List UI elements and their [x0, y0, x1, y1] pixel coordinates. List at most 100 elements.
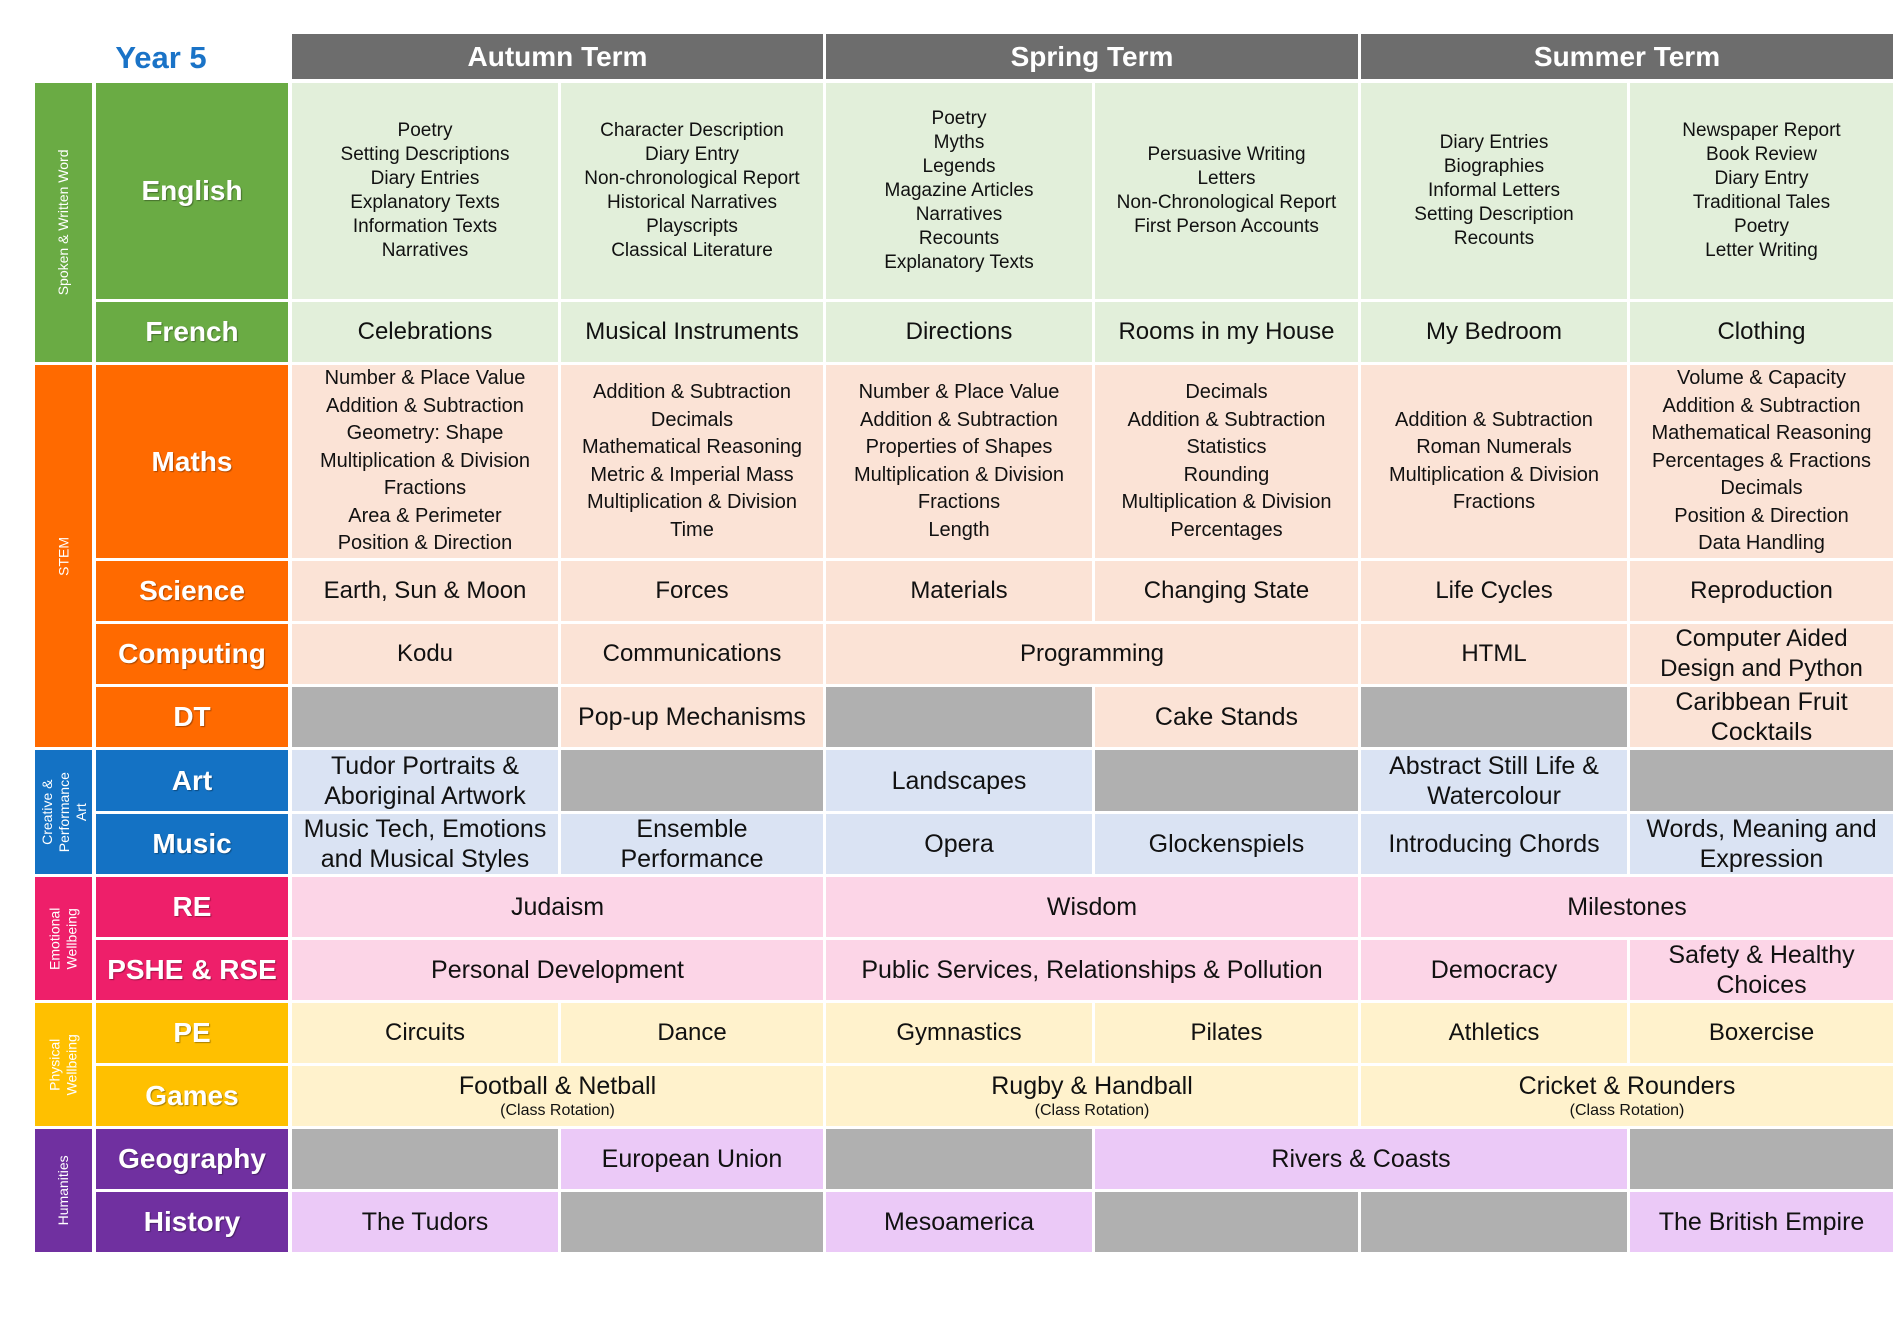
- topic-text: Diary Entries Biographies Informal Lette…: [1414, 132, 1574, 249]
- empty-cell: [826, 1129, 1092, 1189]
- topic-text: Poetry Myths Legends Magazine Articles N…: [884, 108, 1034, 273]
- group-label: Humanities: [55, 1155, 72, 1226]
- term-header-autumn-term: Autumn Term: [292, 34, 823, 79]
- term-header-spring-term: Spring Term: [826, 34, 1358, 79]
- group-label: Emotional Wellbeing: [46, 907, 80, 970]
- topic-text: Boxercise: [1708, 1019, 1815, 1046]
- subject-pshe-and-rse: PSHE & RSE: [96, 940, 288, 1000]
- group-label: Creative & Performance Art: [38, 771, 88, 853]
- french-topic-cell: My Bedroom: [1361, 302, 1627, 362]
- topic-text: Landscapes: [891, 766, 1027, 795]
- topic-text: Changing State: [1143, 577, 1310, 604]
- term-header-label: Spring Term: [1010, 40, 1174, 72]
- empty-cell: [561, 1192, 823, 1252]
- english-topic-cell: Persuasive Writing Letters Non-Chronolog…: [1095, 83, 1358, 299]
- topic-text: Music Tech, Emotions and Musical Styles: [303, 815, 547, 873]
- computing-topic-cell: HTML: [1361, 624, 1627, 684]
- topic-text: Rivers & Coasts: [1271, 1145, 1451, 1173]
- empty-cell: [292, 687, 558, 747]
- science-topic-cell: Forces: [561, 561, 823, 621]
- topic-text: Athletics: [1448, 1019, 1540, 1046]
- topic-text: Introducing Chords: [1388, 830, 1600, 858]
- topic-text: Caribbean Fruit Cocktails: [1675, 688, 1848, 746]
- subject-label: Computing: [118, 638, 266, 669]
- topic-text: Decimals Addition & Subtraction Statisti…: [1121, 381, 1332, 541]
- topic-text: Opera: [924, 830, 994, 858]
- pe-topic-cell: Boxercise: [1630, 1003, 1893, 1063]
- pe-topic-cell: Athletics: [1361, 1003, 1627, 1063]
- topic-text: Poetry Setting Descriptions Diary Entrie…: [340, 120, 510, 261]
- group-label: Physical Wellbeing: [46, 1033, 80, 1096]
- topic-text: Ensemble Performance: [620, 815, 764, 873]
- subject-pe: PE: [96, 1003, 288, 1063]
- computing-topic-cell: Communications: [561, 624, 823, 684]
- french-topic-cell: Directions: [826, 302, 1092, 362]
- re-topic-cell: Wisdom: [826, 877, 1358, 937]
- topic-text: Rugby & Handball: [991, 1071, 1193, 1100]
- empty-cell: [1095, 750, 1358, 811]
- topic-text: Directions: [905, 318, 1013, 345]
- topic-text: Newspaper Report Book Review Diary Entry…: [1682, 120, 1841, 261]
- subject-label: History: [143, 1206, 241, 1237]
- topic-text: Dance: [657, 1019, 727, 1046]
- topic-text: European Union: [601, 1145, 783, 1173]
- subject-label: Geography: [118, 1143, 266, 1174]
- topic-text: Democracy: [1430, 956, 1558, 984]
- pshe-and-rse-topic-cell: Safety & Healthy Choices: [1630, 940, 1893, 1000]
- topic-text: Reproduction: [1690, 577, 1833, 604]
- empty-cell: [561, 750, 823, 811]
- topic-text: Number & Place Value Addition & Subtract…: [319, 367, 531, 555]
- topic-note: (Class Rotation): [1034, 1101, 1150, 1119]
- group-band-creative-and-performance-art: Creative & Performance Art: [35, 750, 92, 874]
- maths-topic-cell: Addition & Subtraction Roman Numerals Mu…: [1361, 365, 1627, 558]
- computing-topic-cell: Computer Aided Design and Python: [1630, 624, 1893, 684]
- topic-text: Materials: [910, 577, 1008, 604]
- pshe-and-rse-topic-cell: Public Services, Relationships & Polluti…: [826, 940, 1358, 1000]
- topic-text: Mesoamerica: [883, 1208, 1035, 1236]
- group-label: Spoken & Written Word: [55, 149, 72, 296]
- topic-text: Life Cycles: [1435, 577, 1553, 604]
- science-topic-cell: Earth, Sun & Moon: [292, 561, 558, 621]
- topic-text: Public Services, Relationships & Polluti…: [861, 956, 1323, 984]
- year-title: Year 5: [115, 40, 207, 75]
- pshe-and-rse-topic-cell: Personal Development: [292, 940, 823, 1000]
- french-topic-cell: Musical Instruments: [561, 302, 823, 362]
- topic-text: Number & Place Value Addition & Subtract…: [853, 381, 1065, 541]
- maths-topic-cell: Number & Place Value Addition & Subtract…: [826, 365, 1092, 558]
- term-header-label: Autumn Term: [467, 40, 648, 72]
- subject-history: History: [96, 1192, 288, 1252]
- french-topic-cell: Clothing: [1630, 302, 1893, 362]
- music-topic-cell: Opera: [826, 814, 1092, 874]
- history-topic-cell: Mesoamerica: [826, 1192, 1092, 1252]
- subject-label: Maths: [151, 445, 233, 477]
- topic-text: Addition & Subtraction Decimals Mathemat…: [581, 381, 803, 541]
- games-topic-cell: Rugby & Handball (Class Rotation): [826, 1066, 1358, 1126]
- topic-text: Judaism: [510, 893, 605, 921]
- topic-text: Tudor Portraits & Aboriginal Artwork: [324, 751, 526, 810]
- topic-text: Cake Stands: [1154, 703, 1299, 731]
- group-label: STEM: [55, 536, 72, 576]
- art-topic-cell: Abstract Still Life & Watercolour: [1361, 750, 1627, 811]
- topic-text: Pilates: [1190, 1019, 1263, 1046]
- geography-topic-cell: European Union: [561, 1129, 823, 1189]
- group-band-humanities: Humanities: [35, 1129, 92, 1252]
- maths-topic-cell: Addition & Subtraction Decimals Mathemat…: [561, 365, 823, 558]
- maths-topic-cell: Volume & Capacity Addition & Subtraction…: [1630, 365, 1893, 558]
- maths-topic-cell: Decimals Addition & Subtraction Statisti…: [1095, 365, 1358, 558]
- topic-text: The British Empire: [1658, 1208, 1865, 1236]
- subject-label: Art: [171, 764, 213, 796]
- science-topic-cell: Life Cycles: [1361, 561, 1627, 621]
- history-topic-cell: The British Empire: [1630, 1192, 1893, 1252]
- topic-text: Circuits: [384, 1019, 465, 1046]
- pe-topic-cell: Dance: [561, 1003, 823, 1063]
- topic-text: Volume & Capacity Addition & Subtraction…: [1651, 367, 1872, 555]
- computing-topic-cell: Programming: [826, 624, 1358, 684]
- music-topic-cell: Music Tech, Emotions and Musical Styles: [292, 814, 558, 874]
- topic-text: Clothing: [1717, 318, 1806, 345]
- subject-label: Science: [139, 575, 245, 606]
- art-topic-cell: Landscapes: [826, 750, 1092, 811]
- english-topic-cell: Poetry Myths Legends Magazine Articles N…: [826, 83, 1092, 299]
- re-topic-cell: Milestones: [1361, 877, 1893, 937]
- topic-text: Pop-up Mechanisms: [578, 703, 806, 731]
- topic-text: Football & Netball: [458, 1071, 657, 1100]
